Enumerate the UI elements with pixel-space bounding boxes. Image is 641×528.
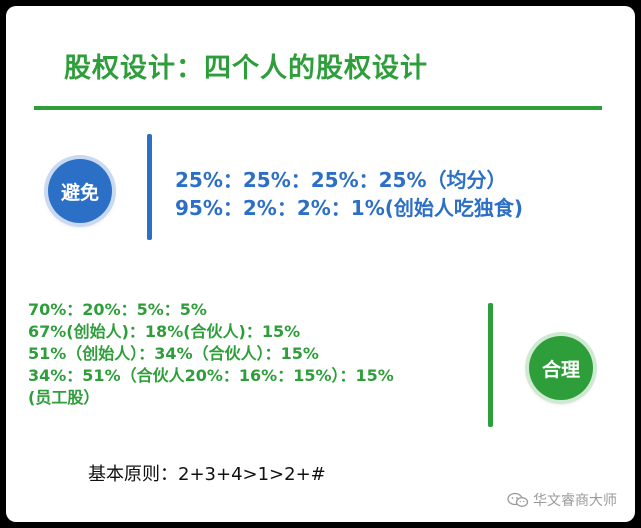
basic-principle: 基本原则：2+3+4>1>2+#	[88, 464, 326, 485]
reasonable-badge-label: 合理	[541, 358, 580, 381]
content-card: 股权设计：四个人的股权设计 避免 25%：25%：25%：25%（均分） 95%…	[6, 6, 635, 522]
reasonable-item: 70%：20%：5%：5%	[28, 300, 207, 319]
avoid-badge-label: 避免	[60, 181, 99, 204]
reasonable-badge: 合理	[529, 336, 593, 400]
wechat-icon	[507, 492, 529, 507]
avoid-list: 25%：25%：25%：25%（均分） 95%：2%：2%：1%(创始人吃独食)	[175, 166, 523, 222]
avoid-badge: 避免	[48, 159, 112, 223]
title-divider	[34, 106, 602, 110]
reasonable-item: 67%(创始人)：18%(合伙人)：15%	[28, 322, 301, 341]
avoid-item: 95%：2%：2%：1%(创始人吃独食)	[175, 196, 524, 220]
reasonable-divider	[488, 303, 493, 427]
avoid-divider	[147, 134, 152, 240]
reasonable-item: 51%（创始人）：34%（合伙人）：15%	[28, 344, 319, 363]
reasonable-list: 70%：20%：5%：5% 67%(创始人)：18%(合伙人)：15% 51%（…	[28, 299, 394, 409]
avoid-item: 25%：25%：25%：25%（均分）	[175, 168, 507, 192]
watermark: 华文睿商大师	[507, 490, 617, 510]
page-title: 股权设计：四个人的股权设计	[64, 53, 428, 84]
reasonable-item: 34%：51%（合伙人20%：16%：15%）：15%	[28, 366, 394, 385]
watermark-text: 华文睿商大师	[533, 493, 617, 509]
reasonable-item: (员工股）	[28, 388, 100, 407]
